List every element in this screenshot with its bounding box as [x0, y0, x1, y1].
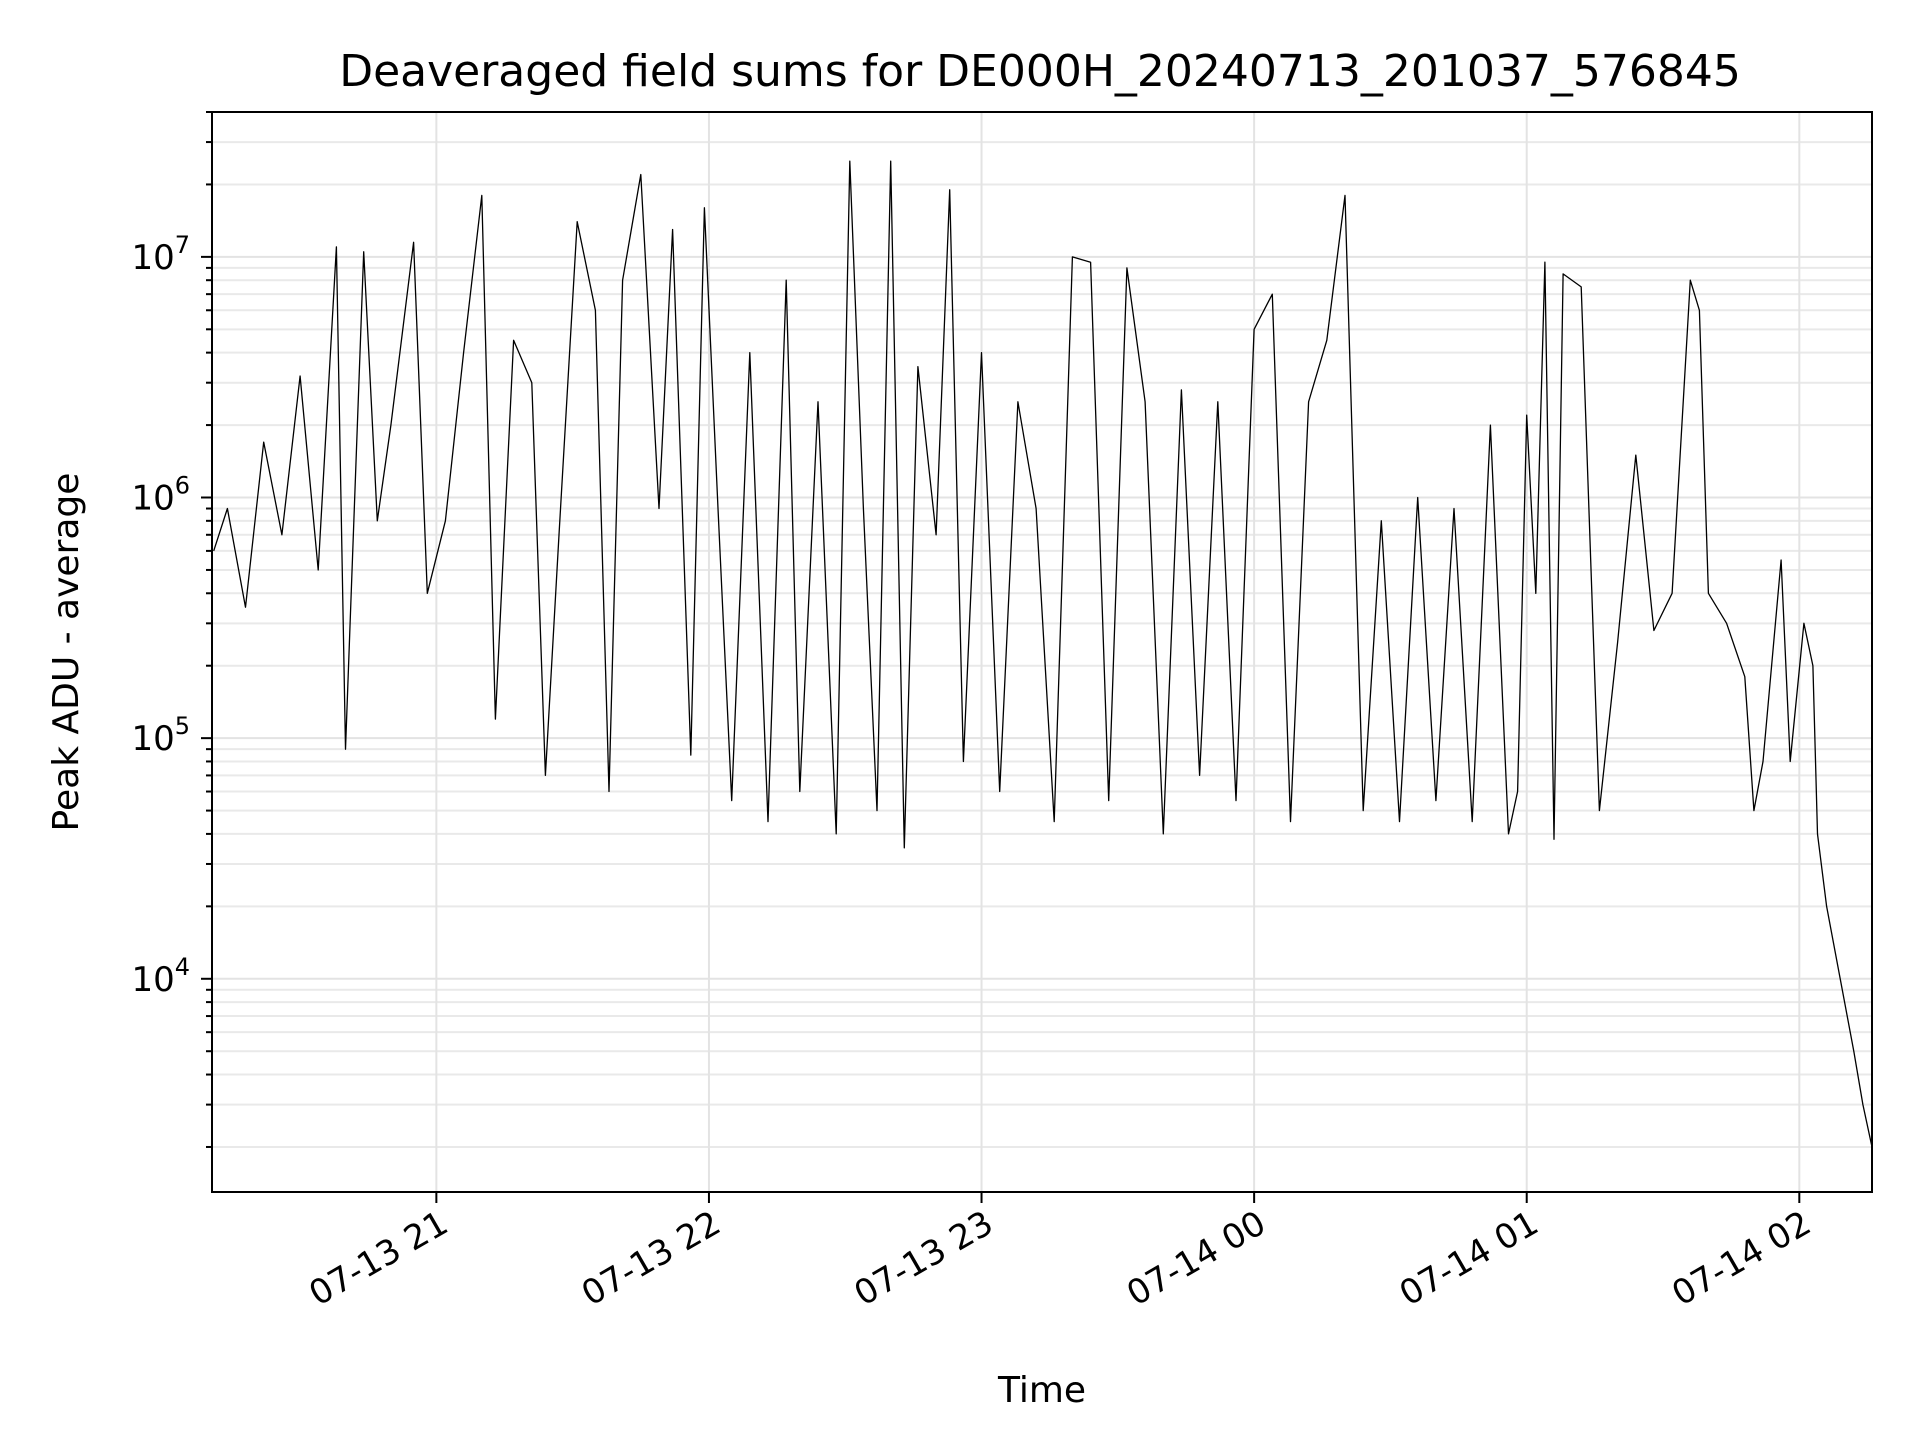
y-tick-label: 106 — [131, 472, 190, 519]
x-tick-label: 07-13 23 — [848, 1203, 1000, 1314]
series-line — [213, 160, 1873, 1148]
x-axis: 07-13 21 07-13 22 07-13 23 07-14 00 07-14 01… — [302, 1192, 1818, 1314]
x-tick-label: 07-14 01 — [1393, 1203, 1545, 1314]
x-tick-label: 07-14 02 — [1665, 1203, 1817, 1314]
x-tick-label: 07-13 21 — [302, 1203, 454, 1314]
plot-frame — [211, 111, 1873, 1193]
x-tick-label: 07-13 22 — [575, 1203, 727, 1314]
y-tick-label: 104 — [131, 953, 190, 1000]
series-group — [213, 160, 1873, 1148]
y-axis: 104 105 106 107 — [131, 111, 212, 1148]
grid — [212, 111, 1872, 1192]
x-tick-label: 07-14 00 — [1120, 1203, 1272, 1314]
y-axis-label: Peak ADU - average — [46, 473, 87, 832]
y-tick-label: 107 — [131, 231, 190, 278]
x-axis-label: Time — [997, 1370, 1086, 1411]
chart-title: Deaveraged field sums for DE000H_2024071… — [339, 46, 1741, 97]
y-tick-label: 105 — [131, 712, 190, 759]
